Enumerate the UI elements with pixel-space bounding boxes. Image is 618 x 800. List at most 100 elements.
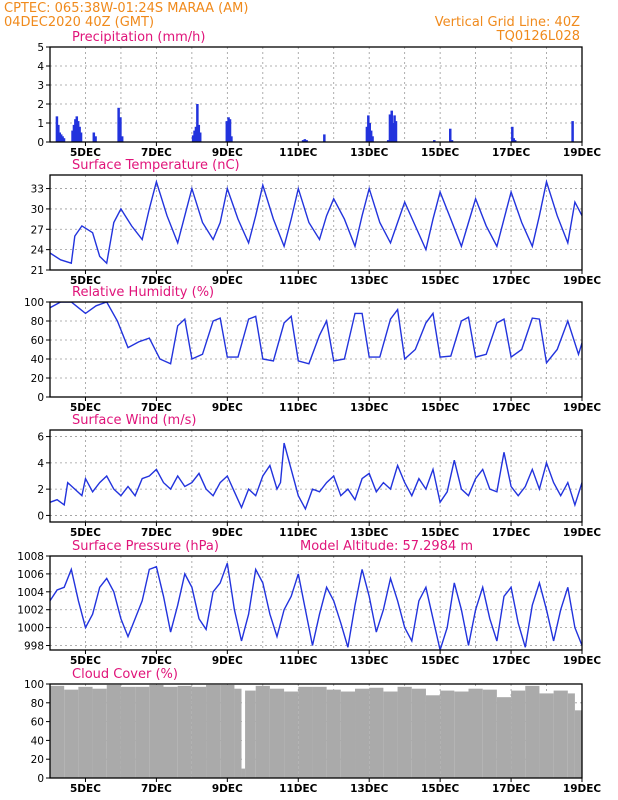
y-tick-label: 30 <box>31 204 44 216</box>
precip-bar <box>55 116 59 142</box>
precip-bar <box>305 140 308 142</box>
x-tick-label: 9DEC <box>212 655 243 667</box>
series-group <box>50 179 582 265</box>
cloud-bar <box>191 686 207 778</box>
precip-bar <box>367 115 370 142</box>
y-tick-label: 5 <box>37 42 44 54</box>
cloud-bar <box>106 684 121 778</box>
precip-bar <box>511 126 514 142</box>
precip-bar <box>230 136 233 142</box>
panel-title: Relative Humidity (%) <box>72 285 214 300</box>
precip-bar <box>71 130 74 142</box>
panel-3: Relative Humidity (%) 0 20 40 60 80 100 5DEC 7DE… <box>24 285 601 414</box>
precip-bar <box>571 121 574 142</box>
precip-bar <box>301 140 305 142</box>
x-tick-label: 15DEC <box>421 655 460 667</box>
x-tick-label: 13DEC <box>350 147 389 159</box>
y-tick-label: 1006 <box>17 569 44 581</box>
x-tick-label: 19DEC <box>563 147 602 159</box>
cloud-bar <box>574 710 582 778</box>
x-tick-label: 11DEC <box>279 783 318 795</box>
x-tick-label: 15DEC <box>421 147 460 159</box>
x-tick-label: 13DEC <box>350 655 389 667</box>
cloud-bar <box>245 690 256 778</box>
x-tick-label: 13DEC <box>350 783 389 795</box>
precip-bar <box>388 114 392 142</box>
header-grid-info: Vertical Grid Line: 40Z <box>435 15 580 30</box>
precip-bar <box>433 140 436 142</box>
panel-frame <box>49 429 583 523</box>
cloud-bar <box>525 685 540 778</box>
x-tick-label: 7DEC <box>141 527 172 539</box>
panel-title: Surface Temperature (nC) <box>72 158 240 173</box>
precip-bar <box>58 132 62 142</box>
panel-title: Precipitation (mm/h) <box>72 30 205 45</box>
y-tick-label: 20 <box>31 754 44 766</box>
precip-bar <box>196 104 199 142</box>
precip-bar <box>227 117 230 142</box>
x-tick-label: 9DEC <box>212 402 243 414</box>
precip-bar <box>92 132 96 142</box>
precip-bar <box>386 140 390 142</box>
cloud-bar <box>50 685 65 778</box>
cloud-bar <box>135 686 150 778</box>
x-tick-label: 5DEC <box>70 527 101 539</box>
panel-6: Cloud Cover (%) 0 20 40 60 80 100 5DEC 7DEC 9DEC 1… <box>24 667 601 795</box>
cloud-bar <box>355 688 370 778</box>
precip-bar <box>120 136 124 142</box>
precip-bar <box>371 136 374 142</box>
x-tick-label: 15DEC <box>421 402 460 414</box>
y-tick-label: 40 <box>31 735 44 747</box>
header-model: TQ0126L028 <box>496 29 580 44</box>
precip-bar <box>228 119 232 142</box>
precip-bar <box>119 117 122 142</box>
y-tick-label: 1 <box>37 118 44 130</box>
cloud-bar <box>220 684 235 778</box>
cloud-bar <box>312 686 327 778</box>
panel-title: Surface Wind (m/s) <box>72 413 196 428</box>
y-tick-label: 0 <box>37 510 44 522</box>
x-tick-label: 13DEC <box>350 527 389 539</box>
y-tick-label: 24 <box>31 245 45 257</box>
header-station: CPTEC: 065:38W-01:24S MARAA (AM) <box>4 1 248 16</box>
cloud-bar <box>326 689 341 778</box>
series-line <box>50 442 582 511</box>
cloud-bar <box>539 693 554 778</box>
precip-bar <box>303 139 307 142</box>
cloud-bar <box>369 687 384 778</box>
cloud-bar <box>255 685 270 778</box>
x-tick-label: 7DEC <box>141 147 172 159</box>
precip-bar <box>368 123 371 142</box>
x-tick-label: 9DEC <box>212 527 243 539</box>
cloud-bar <box>397 686 412 778</box>
y-tick-label: 1002 <box>17 605 44 617</box>
x-tick-label: 13DEC <box>350 275 389 287</box>
cloud-bar <box>454 691 469 778</box>
cloud-bar <box>411 688 426 778</box>
precip-bar <box>61 136 64 142</box>
panel-frame <box>49 46 583 143</box>
cloud-bar <box>206 684 221 778</box>
precip-bar <box>449 128 452 142</box>
y-tick-label: 4 <box>37 458 44 470</box>
x-tick-label: 17DEC <box>492 275 531 287</box>
precip-bar <box>193 130 196 142</box>
x-tick-label: 15DEC <box>421 275 460 287</box>
precip-bar <box>198 132 202 142</box>
x-tick-label: 9DEC <box>212 783 243 795</box>
y-tick-label: 4 <box>37 61 44 73</box>
panel-frame <box>49 683 583 779</box>
cloud-bar <box>482 689 497 778</box>
precip-bar <box>191 135 195 142</box>
cloud-bar <box>298 686 313 778</box>
precip-bar <box>74 119 77 142</box>
x-tick-label: 11DEC <box>279 147 318 159</box>
x-tick-label: 17DEC <box>492 402 531 414</box>
precip-bar <box>197 124 201 142</box>
precip-bar <box>78 126 81 142</box>
y-tick-label: 80 <box>31 316 44 328</box>
series-group <box>50 442 582 511</box>
precip-bar <box>450 140 454 142</box>
cloud-bar <box>511 690 526 778</box>
